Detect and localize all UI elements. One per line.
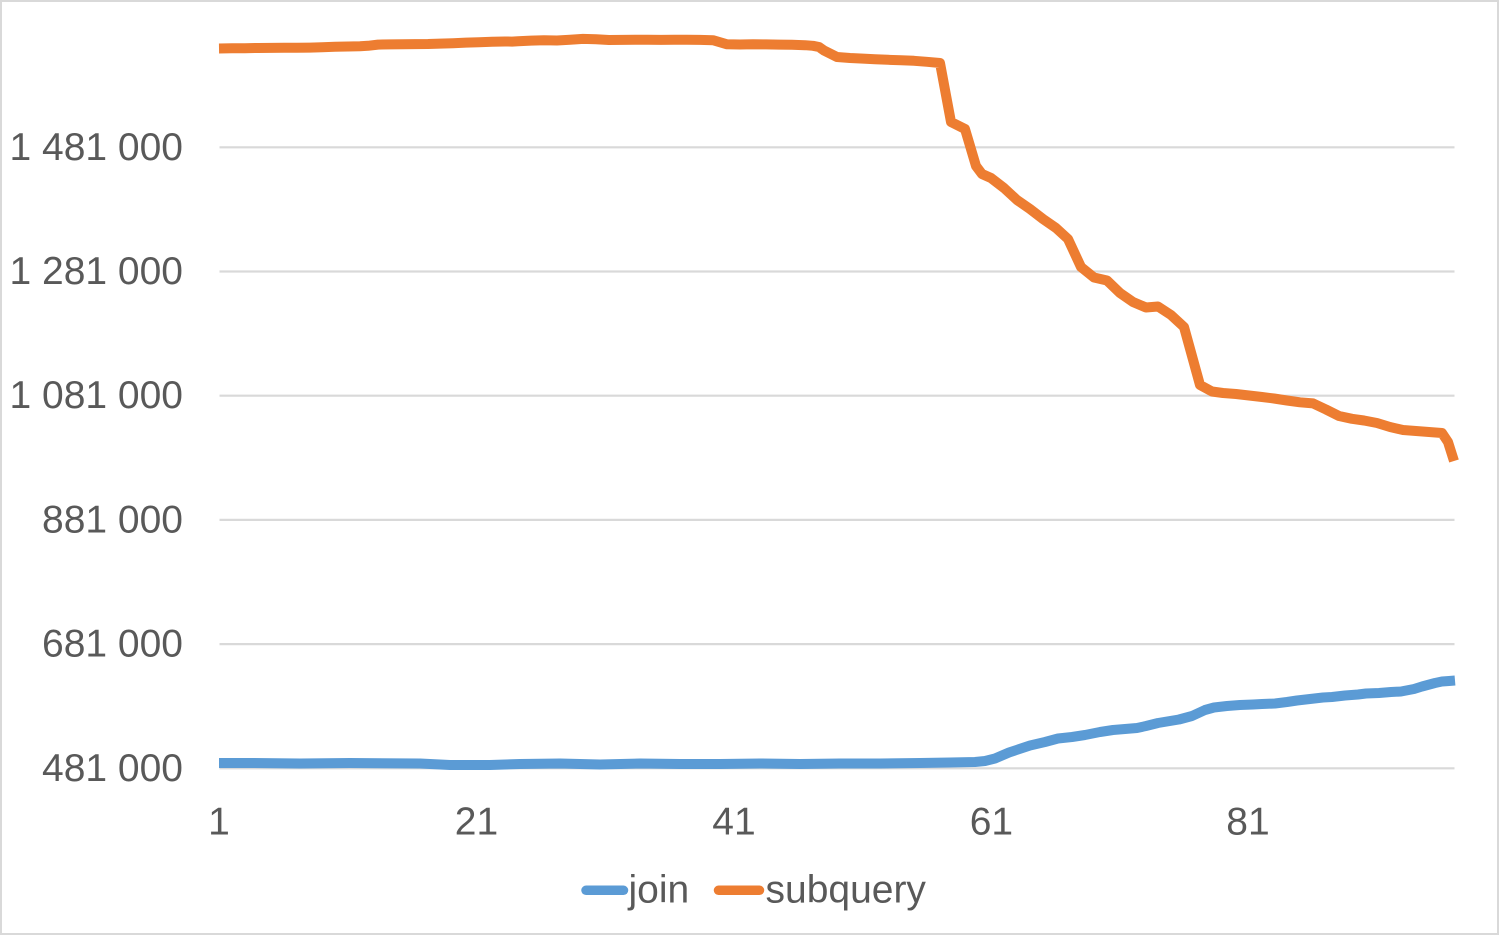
- svg-text:61: 61: [970, 801, 1013, 844]
- svg-text:81: 81: [1226, 801, 1269, 844]
- svg-text:1 081 000: 1 081 000: [9, 374, 183, 417]
- svg-text:681 000: 681 000: [42, 623, 183, 666]
- svg-text:881 000: 881 000: [42, 498, 183, 541]
- svg-text:21: 21: [455, 801, 498, 844]
- svg-text:41: 41: [712, 801, 755, 844]
- svg-text:join: join: [628, 869, 690, 912]
- svg-text:subquery: subquery: [766, 869, 927, 912]
- svg-text:1 281 000: 1 281 000: [9, 250, 183, 293]
- svg-text:1: 1: [208, 801, 230, 844]
- svg-text:1 481 000: 1 481 000: [9, 126, 183, 169]
- svg-text:481 000: 481 000: [42, 747, 183, 790]
